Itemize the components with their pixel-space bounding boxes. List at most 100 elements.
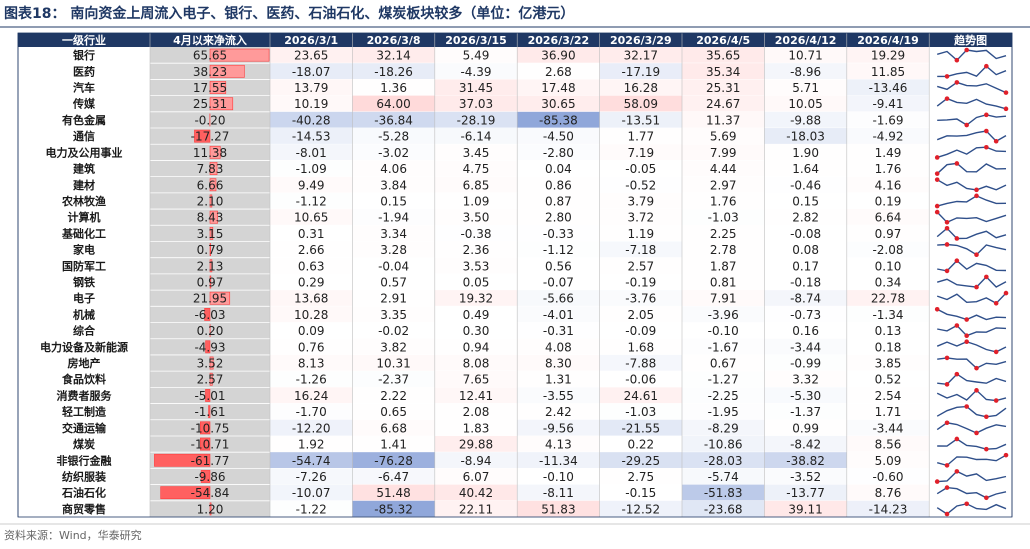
sparkline xyxy=(937,81,1007,94)
inflow-bar xyxy=(209,48,270,62)
weekly-value: 1.76 xyxy=(710,194,737,208)
inflow-bar xyxy=(160,486,211,500)
weekly-value: 2.75 xyxy=(627,470,654,484)
weekly-value: -36.84 xyxy=(374,113,413,127)
heat-cell xyxy=(764,452,847,469)
header-cell: 4月以来净流入 xyxy=(173,33,247,47)
weekly-value: 0.87 xyxy=(545,194,572,208)
weekly-value: 1.71 xyxy=(875,405,902,419)
sparkline xyxy=(936,308,1007,321)
weekly-value: -18.03 xyxy=(786,130,825,144)
heat-cell xyxy=(764,290,847,307)
weekly-value: 0.17 xyxy=(792,259,819,273)
inflow-value: -1.61 xyxy=(194,405,225,419)
inflow-bar xyxy=(209,243,212,256)
weekly-value: 2.36 xyxy=(463,243,490,257)
weekly-value: 23.65 xyxy=(294,49,328,63)
weekly-value: 3.82 xyxy=(380,340,407,354)
weekly-value: 8.08 xyxy=(463,357,490,371)
weekly-value: -0.99 xyxy=(790,357,821,371)
header-cell: 2026/3/15 xyxy=(445,34,507,47)
inflow-value: -10.75 xyxy=(191,421,230,435)
weekly-value: -0.60 xyxy=(872,470,903,484)
sparkline-point xyxy=(1003,90,1009,95)
weekly-value: 3.84 xyxy=(380,178,407,192)
inflow-bar xyxy=(208,405,211,419)
industry-name: 家电 xyxy=(73,243,95,257)
weekly-value: -1.03 xyxy=(625,405,656,419)
weekly-value: 40.42 xyxy=(459,486,493,500)
heat-cell xyxy=(599,354,682,372)
sparkline-point xyxy=(954,258,960,263)
weekly-value: -54.74 xyxy=(292,454,331,468)
heat-cell xyxy=(517,484,600,501)
weekly-value: -8.01 xyxy=(296,146,327,160)
heat-cell xyxy=(517,111,600,129)
weekly-value: -8.94 xyxy=(460,454,491,468)
sparkline xyxy=(937,195,1007,207)
weekly-value: -28.03 xyxy=(704,454,743,468)
heat-cell xyxy=(517,419,600,436)
weekly-value: -0.15 xyxy=(625,486,656,500)
inflow-value: 21.95 xyxy=(193,292,227,306)
industry-name: 煤炭 xyxy=(73,437,95,451)
weekly-value: 2.78 xyxy=(710,243,737,257)
weekly-value: 1.90 xyxy=(792,146,819,160)
industry-name: 汽车 xyxy=(73,81,95,95)
heat-cell xyxy=(599,419,682,436)
weekly-value: -5.28 xyxy=(378,130,409,144)
inflow-bar xyxy=(204,308,211,321)
weekly-value: -12.52 xyxy=(621,502,660,516)
inflow-bar xyxy=(209,97,234,111)
weekly-value: -0.18 xyxy=(790,276,821,290)
weekly-value: -0.73 xyxy=(790,308,821,322)
weekly-value: 51.83 xyxy=(541,502,575,516)
header-cell: 2026/4/12 xyxy=(775,34,837,47)
heat-cell xyxy=(599,111,682,129)
weekly-value: -21.55 xyxy=(621,421,660,435)
heat-cell xyxy=(434,290,518,307)
weekly-value: -4.50 xyxy=(543,130,574,144)
weekly-value: -0.07 xyxy=(543,276,574,290)
weekly-value: -28.19 xyxy=(457,113,496,127)
heat-cell xyxy=(599,63,682,80)
weekly-value: -0.19 xyxy=(625,276,656,290)
inflow-value: 2.57 xyxy=(197,373,224,387)
weekly-value: -14.23 xyxy=(869,502,908,516)
weekly-value: 1.31 xyxy=(545,373,572,387)
weekly-value: -38.82 xyxy=(786,454,825,468)
sparkline xyxy=(937,373,1007,386)
sparkline-point xyxy=(1003,290,1009,296)
weekly-value: 0.63 xyxy=(298,259,325,273)
sparkline-point xyxy=(964,404,969,409)
weekly-value: 2.22 xyxy=(380,389,407,403)
sparkline-point xyxy=(993,301,999,306)
weekly-value: 2.66 xyxy=(298,243,325,257)
weekly-value: -3.55 xyxy=(543,389,574,403)
sparkline-point xyxy=(984,414,989,420)
weekly-value: 0.08 xyxy=(792,243,819,257)
weekly-value: -0.10 xyxy=(708,324,739,338)
weekly-value: -29.25 xyxy=(621,454,660,468)
sparkline-point xyxy=(974,365,979,371)
weekly-value: 0.57 xyxy=(380,276,407,290)
weekly-value: -23.68 xyxy=(704,502,743,516)
weekly-value: 6.68 xyxy=(380,421,407,435)
heat-cell xyxy=(352,95,435,112)
industry-name: 食品饮料 xyxy=(62,372,106,386)
heat-cell xyxy=(599,79,682,96)
weekly-value: -10.86 xyxy=(704,438,743,452)
header-cell: 2026/4/5 xyxy=(696,34,750,47)
heat-cell xyxy=(599,452,682,469)
weekly-value: -0.09 xyxy=(625,324,656,338)
heat-cell xyxy=(434,484,518,501)
inflow-bar xyxy=(200,437,211,451)
industry-name: 通信 xyxy=(73,129,95,143)
weekly-value: 3.45 xyxy=(463,146,490,160)
weekly-value: 11.85 xyxy=(871,65,905,79)
weekly-value: 2.97 xyxy=(710,178,737,192)
weekly-value: 2.68 xyxy=(545,65,572,79)
weekly-value: 13.68 xyxy=(294,292,328,306)
inflow-value: 17.55 xyxy=(193,81,227,95)
